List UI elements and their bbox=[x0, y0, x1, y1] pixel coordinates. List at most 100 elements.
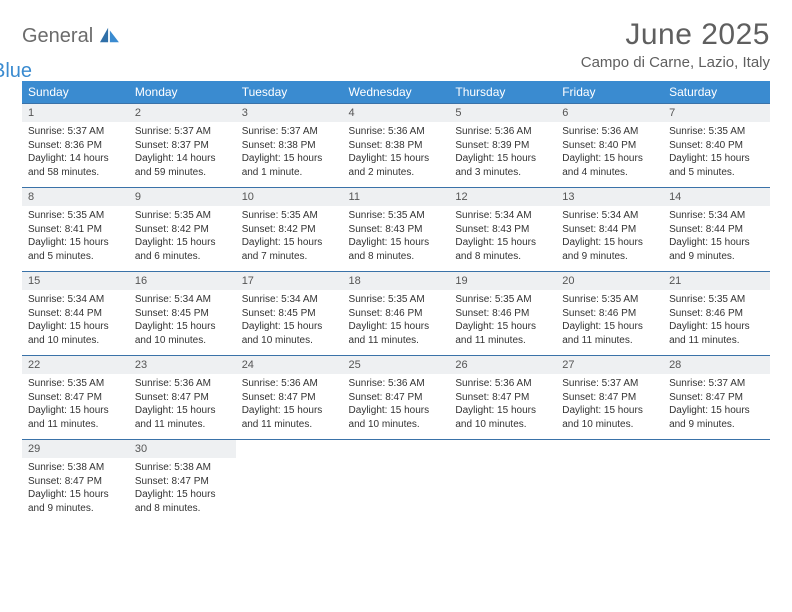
sunset-line: Sunset: 8:39 PM bbox=[455, 139, 550, 153]
day-header-row: Sunday Monday Tuesday Wednesday Thursday… bbox=[22, 81, 770, 104]
sunset-line: Sunset: 8:40 PM bbox=[669, 139, 764, 153]
sunrise-line: Sunrise: 5:37 AM bbox=[242, 125, 337, 139]
sunrise-line: Sunrise: 5:35 AM bbox=[28, 377, 123, 391]
day-number: 1 bbox=[22, 104, 129, 123]
sunrise-line: Sunrise: 5:37 AM bbox=[135, 125, 230, 139]
daylight-line: Daylight: 14 hours and 59 minutes. bbox=[135, 152, 230, 179]
sunrise-line: Sunrise: 5:36 AM bbox=[349, 377, 444, 391]
day-info: Sunrise: 5:34 AMSunset: 8:43 PMDaylight:… bbox=[449, 206, 556, 272]
sunrise-line: Sunrise: 5:36 AM bbox=[455, 125, 550, 139]
day-number: 27 bbox=[556, 356, 663, 375]
sunrise-line: Sunrise: 5:34 AM bbox=[28, 293, 123, 307]
sunrise-line: Sunrise: 5:34 AM bbox=[135, 293, 230, 307]
day-info: Sunrise: 5:37 AMSunset: 8:37 PMDaylight:… bbox=[129, 122, 236, 188]
day-number: 20 bbox=[556, 272, 663, 291]
page-header: General Blue June 2025 Campo di Carne, L… bbox=[22, 18, 770, 71]
day-info: Sunrise: 5:36 AMSunset: 8:47 PMDaylight:… bbox=[343, 374, 450, 440]
daylight-line: Daylight: 15 hours and 11 minutes. bbox=[562, 320, 657, 347]
day-info: Sunrise: 5:34 AMSunset: 8:44 PMDaylight:… bbox=[22, 290, 129, 356]
sunset-line: Sunset: 8:38 PM bbox=[242, 139, 337, 153]
empty-cell bbox=[236, 440, 343, 459]
empty-cell bbox=[556, 458, 663, 523]
week-info-row: Sunrise: 5:37 AMSunset: 8:36 PMDaylight:… bbox=[22, 122, 770, 188]
sunrise-line: Sunrise: 5:35 AM bbox=[349, 209, 444, 223]
sunset-line: Sunset: 8:47 PM bbox=[28, 475, 123, 489]
day-info: Sunrise: 5:37 AMSunset: 8:38 PMDaylight:… bbox=[236, 122, 343, 188]
brand-part2: Blue bbox=[0, 60, 32, 82]
daylight-line: Daylight: 15 hours and 9 minutes. bbox=[562, 236, 657, 263]
sunrise-line: Sunrise: 5:34 AM bbox=[242, 293, 337, 307]
day-number: 16 bbox=[129, 272, 236, 291]
sunset-line: Sunset: 8:42 PM bbox=[135, 223, 230, 237]
day-number: 15 bbox=[22, 272, 129, 291]
sunset-line: Sunset: 8:45 PM bbox=[135, 307, 230, 321]
day-info: Sunrise: 5:37 AMSunset: 8:36 PMDaylight:… bbox=[22, 122, 129, 188]
day-number: 25 bbox=[343, 356, 450, 375]
day-info: Sunrise: 5:37 AMSunset: 8:47 PMDaylight:… bbox=[556, 374, 663, 440]
day-info: Sunrise: 5:36 AMSunset: 8:47 PMDaylight:… bbox=[129, 374, 236, 440]
sunset-line: Sunset: 8:43 PM bbox=[455, 223, 550, 237]
sunset-line: Sunset: 8:47 PM bbox=[455, 391, 550, 405]
daylight-line: Daylight: 15 hours and 10 minutes. bbox=[135, 320, 230, 347]
day-number: 8 bbox=[22, 188, 129, 207]
day-info: Sunrise: 5:36 AMSunset: 8:47 PMDaylight:… bbox=[236, 374, 343, 440]
daylight-line: Daylight: 15 hours and 5 minutes. bbox=[28, 236, 123, 263]
day-info: Sunrise: 5:36 AMSunset: 8:47 PMDaylight:… bbox=[449, 374, 556, 440]
day-number: 30 bbox=[129, 440, 236, 459]
daylight-line: Daylight: 15 hours and 9 minutes. bbox=[669, 404, 764, 431]
empty-cell bbox=[343, 440, 450, 459]
sunset-line: Sunset: 8:44 PM bbox=[28, 307, 123, 321]
day-info: Sunrise: 5:34 AMSunset: 8:45 PMDaylight:… bbox=[129, 290, 236, 356]
col-tuesday: Tuesday bbox=[236, 81, 343, 104]
daylight-line: Daylight: 15 hours and 11 minutes. bbox=[135, 404, 230, 431]
sunset-line: Sunset: 8:47 PM bbox=[28, 391, 123, 405]
day-info: Sunrise: 5:38 AMSunset: 8:47 PMDaylight:… bbox=[129, 458, 236, 523]
daylight-line: Daylight: 15 hours and 10 minutes. bbox=[455, 404, 550, 431]
daylight-line: Daylight: 15 hours and 11 minutes. bbox=[669, 320, 764, 347]
day-number: 10 bbox=[236, 188, 343, 207]
week-daynum-row: 2930 bbox=[22, 440, 770, 459]
day-info: Sunrise: 5:36 AMSunset: 8:40 PMDaylight:… bbox=[556, 122, 663, 188]
week-info-row: Sunrise: 5:38 AM Sunset: 8:47 PM Daylight:… bbox=[22, 458, 770, 523]
day-info: Sunrise: 5:38 AMSunset: 8:47 PMDaylight:… bbox=[22, 458, 129, 523]
empty-cell bbox=[343, 458, 450, 523]
day-number: 28 bbox=[663, 356, 770, 375]
week-daynum-row: 1234567 bbox=[22, 104, 770, 123]
day-info: Sunrise: 5:35 AMSunset: 8:46 PMDaylight:… bbox=[449, 290, 556, 356]
sunset-line: Sunset: 8:43 PM bbox=[349, 223, 444, 237]
sunset-line: Sunset: 8:47 PM bbox=[669, 391, 764, 405]
sunrise-line: Sunrise: 5:35 AM bbox=[562, 293, 657, 307]
sunrise-line: Sunrise: 5:35 AM bbox=[669, 125, 764, 139]
sunset-line: Sunset: 8:37 PM bbox=[135, 139, 230, 153]
daylight-line: Daylight: 15 hours and 8 minutes. bbox=[135, 488, 230, 515]
daylight-line: Daylight: 15 hours and 10 minutes. bbox=[28, 320, 123, 347]
week-info-row: Sunrise: 5:34 AMSunset: 8:44 PMDaylight:… bbox=[22, 290, 770, 356]
col-friday: Friday bbox=[556, 81, 663, 104]
day-info: Sunrise: 5:34 AMSunset: 8:45 PMDaylight:… bbox=[236, 290, 343, 356]
day-info: Sunrise: 5:35 AMSunset: 8:43 PMDaylight:… bbox=[343, 206, 450, 272]
sunrise-line: Sunrise: 5:36 AM bbox=[455, 377, 550, 391]
day-number: 18 bbox=[343, 272, 450, 291]
day-number: 23 bbox=[129, 356, 236, 375]
daylight-line: Daylight: 15 hours and 8 minutes. bbox=[349, 236, 444, 263]
daylight-line: Daylight: 15 hours and 4 minutes. bbox=[562, 152, 657, 179]
sunset-line: Sunset: 8:44 PM bbox=[669, 223, 764, 237]
sunset-line: Sunset: 8:44 PM bbox=[562, 223, 657, 237]
sunrise-line: Sunrise: 5:38 AM bbox=[135, 461, 230, 475]
daylight-line: Daylight: 15 hours and 11 minutes. bbox=[349, 320, 444, 347]
day-number: 19 bbox=[449, 272, 556, 291]
col-sunday: Sunday bbox=[22, 81, 129, 104]
day-number: 5 bbox=[449, 104, 556, 123]
daylight-line: Daylight: 15 hours and 3 minutes. bbox=[455, 152, 550, 179]
sunset-line: Sunset: 8:41 PM bbox=[28, 223, 123, 237]
sunset-line: Sunset: 8:47 PM bbox=[562, 391, 657, 405]
sunrise-line: Sunrise: 5:34 AM bbox=[562, 209, 657, 223]
daylight-line: Daylight: 15 hours and 7 minutes. bbox=[242, 236, 337, 263]
day-number: 14 bbox=[663, 188, 770, 207]
sunset-line: Sunset: 8:47 PM bbox=[135, 391, 230, 405]
daylight-line: Daylight: 15 hours and 5 minutes. bbox=[669, 152, 764, 179]
sunrise-line: Sunrise: 5:35 AM bbox=[349, 293, 444, 307]
daylight-line: Daylight: 15 hours and 11 minutes. bbox=[28, 404, 123, 431]
sunrise-line: Sunrise: 5:35 AM bbox=[135, 209, 230, 223]
sunset-line: Sunset: 8:47 PM bbox=[349, 391, 444, 405]
